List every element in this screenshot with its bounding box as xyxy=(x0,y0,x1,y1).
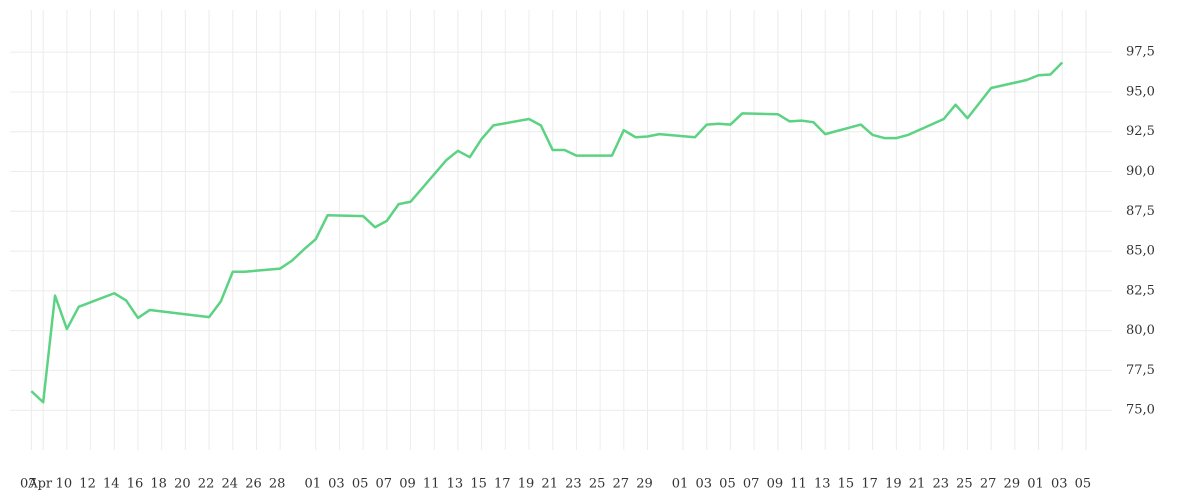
y-tick-label: 85,0 xyxy=(1126,244,1155,259)
x-tick-label: 11 xyxy=(423,477,440,492)
x-tick-label: 23 xyxy=(932,477,949,492)
y-tick-label: 97,5 xyxy=(1126,45,1155,60)
y-tick-label: 75,0 xyxy=(1126,403,1155,418)
x-tick-label: 13 xyxy=(447,477,464,492)
x-tick-label: 27 xyxy=(980,477,997,492)
x-tick-label: 09 xyxy=(767,477,784,492)
x-tick-label: 26 xyxy=(245,477,262,492)
x-tick-label: 22 xyxy=(198,477,215,492)
x-tick-label: 05 xyxy=(1075,477,1092,492)
x-tick-label: 20 xyxy=(174,477,191,492)
x-tick-label: 29 xyxy=(1004,477,1021,492)
x-tick-label: 01 xyxy=(1027,477,1044,492)
y-tick-label: 95,0 xyxy=(1126,84,1155,99)
x-tick-label: 03 xyxy=(328,477,345,492)
x-tick-label: 28 xyxy=(269,477,286,492)
y-tick-label: 90,0 xyxy=(1126,164,1155,179)
x-tick-label: 14 xyxy=(103,477,120,492)
x-tick-label: 05 xyxy=(352,477,369,492)
x-tick-label: 25 xyxy=(589,477,606,492)
x-tick-label: 21 xyxy=(909,477,926,492)
x-tick-label: 17 xyxy=(861,477,878,492)
x-tick-label: 07 xyxy=(376,477,393,492)
x-tick-label: 21 xyxy=(541,477,558,492)
x-tick-label: 25 xyxy=(956,477,973,492)
y-tick-label: 80,0 xyxy=(1126,323,1155,338)
x-tick-label: 16 xyxy=(127,477,144,492)
x-tick-label: 27 xyxy=(613,477,630,492)
y-tick-label: 92,5 xyxy=(1126,124,1155,139)
x-tick-label: 01 xyxy=(304,477,321,492)
x-tick-label: 29 xyxy=(636,477,653,492)
x-tick-label: 03 xyxy=(695,477,712,492)
x-tick-label: 10 xyxy=(56,477,73,492)
x-tick-label: 23 xyxy=(565,477,582,492)
y-tick-label: 77,5 xyxy=(1126,363,1155,378)
x-tick-label: 17 xyxy=(494,477,511,492)
x-tick-label: 09 xyxy=(399,477,416,492)
x-tick-label: 03 xyxy=(1051,477,1068,492)
line xyxy=(30,61,1064,404)
x-tick-label: 19 xyxy=(885,477,902,492)
x-tick-label: 01 xyxy=(672,477,689,492)
x-tick-label: 13 xyxy=(814,477,831,492)
y-tick-label: 87,5 xyxy=(1126,204,1155,219)
x-tick-label: Apr xyxy=(27,477,53,492)
x-tick-label: 15 xyxy=(470,477,487,492)
x-tick-label: 11 xyxy=(790,477,807,492)
x-tick-label: 05 xyxy=(719,477,736,492)
x-tick-label: 07 xyxy=(20,477,37,492)
x-tick-label: 15 xyxy=(838,477,855,492)
y-tick-label: 82,5 xyxy=(1126,283,1155,298)
x-tick-label: 07 xyxy=(743,477,760,492)
x-tick-label: 12 xyxy=(79,477,96,492)
x-tick-label: 18 xyxy=(150,477,167,492)
x-tick-label: 19 xyxy=(518,477,535,492)
x-tick-label: 24 xyxy=(221,477,238,492)
